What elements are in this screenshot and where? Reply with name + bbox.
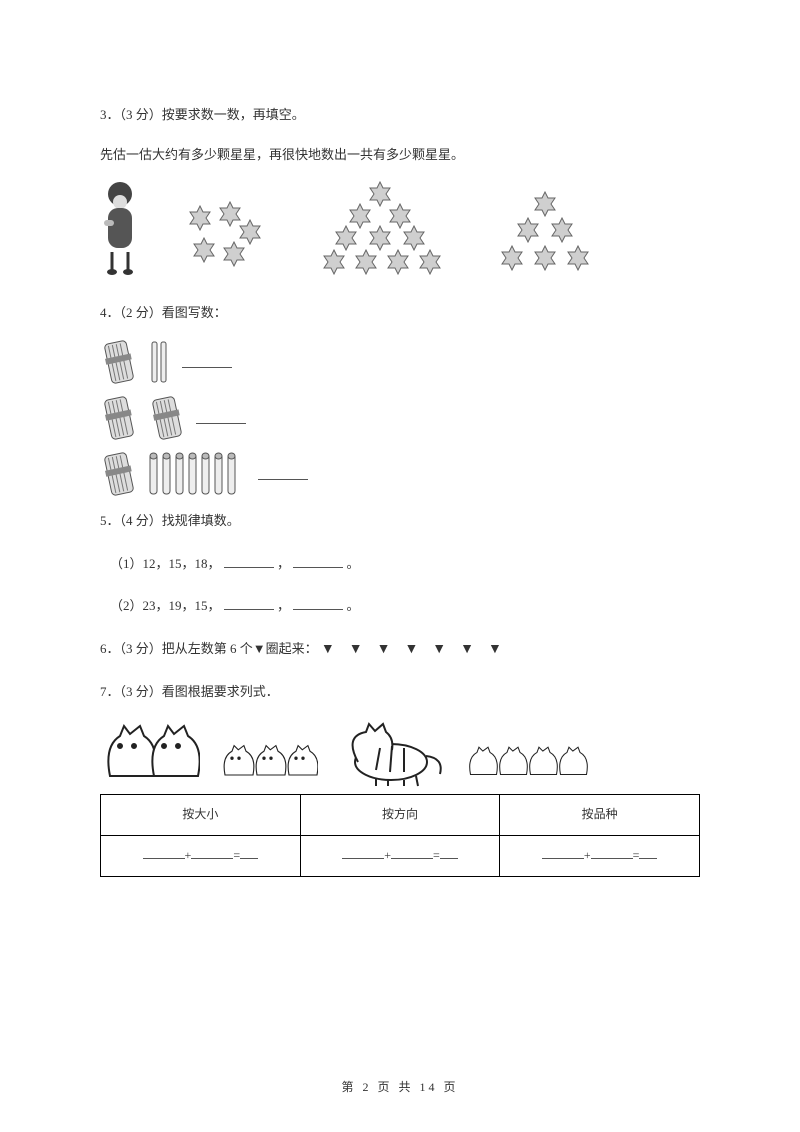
bundle-icon [100,394,138,442]
q7-cats-row [100,716,700,788]
q5-1-prefix: （1）12，15，18， [110,556,221,571]
th-dir: 按方向 [300,795,500,836]
q7-label: 7．（3 分）看图根据要求列式． [100,677,700,707]
th-kind: 按品种 [500,795,700,836]
q6-label: 6．（3 分）把从左数第 6 个▼圈起来： [100,641,318,656]
page-footer: 第 2 页 共 14 页 [0,1074,800,1102]
q5-line-1: （1）12，15，18， ， 。 [100,549,700,579]
eq-cell-2[interactable]: += [300,836,500,877]
cat-quad-icon [464,728,594,788]
text-end: 。 [347,598,360,613]
q4-blank-3[interactable] [258,467,308,480]
q3-figure-row [100,180,700,280]
q6-line: 6．（3 分）把从左数第 6 个▼圈起来： ▼▼▼▼▼▼▼ [100,634,700,666]
triangle-row: ▼▼▼▼▼▼▼ [321,642,516,657]
cat-pair-icon [100,716,200,788]
q5-2-blank-a[interactable] [224,598,274,611]
q5-1-blank-b[interactable] [293,555,343,568]
star-group-3 [490,190,600,280]
bundle-icon [100,338,138,386]
q7-table: 按大小 按方向 按品种 += += += [100,794,700,876]
q5-label: 5．（4 分）找规律填数。 [100,506,700,536]
bundle-icon [148,394,186,442]
bundle-icon [100,450,138,498]
cat-trio-icon [218,728,318,788]
text-sep: ， [277,598,290,613]
eq-cell-3[interactable]: += [500,836,700,877]
eq-cell-1[interactable]: += [101,836,301,877]
striped-cat-icon [336,722,446,788]
q5-line-2: （2）23，19，15， ， 。 [100,591,700,621]
table-row: 按大小 按方向 按品种 [101,795,700,836]
q4-blank-2[interactable] [196,411,246,424]
q3-label: 3．（3 分）按要求数一数，再填空。 [100,100,700,130]
text-end: 。 [347,556,360,571]
q4-row-1 [100,338,700,386]
child-icon [100,180,140,280]
star-group-1 [180,200,270,280]
sticks-2-icon [148,338,172,386]
star-group-2 [310,180,450,280]
text-sep: ， [277,556,290,571]
sticks-7-icon [148,450,248,498]
q5-2-prefix: （2）23，19，15， [110,598,221,613]
q5-1-blank-a[interactable] [224,555,274,568]
th-size: 按大小 [101,795,301,836]
table-row: += += += [101,836,700,877]
q3-sub: 先估一估大约有多少颗星星，再很快地数出一共有多少颗星星。 [100,140,700,170]
q4-label: 4．（2 分）看图写数： [100,298,700,328]
q5-2-blank-b[interactable] [293,598,343,611]
q4-blank-1[interactable] [182,355,232,368]
q4-row-3 [100,450,700,498]
q4-row-2 [100,394,700,442]
